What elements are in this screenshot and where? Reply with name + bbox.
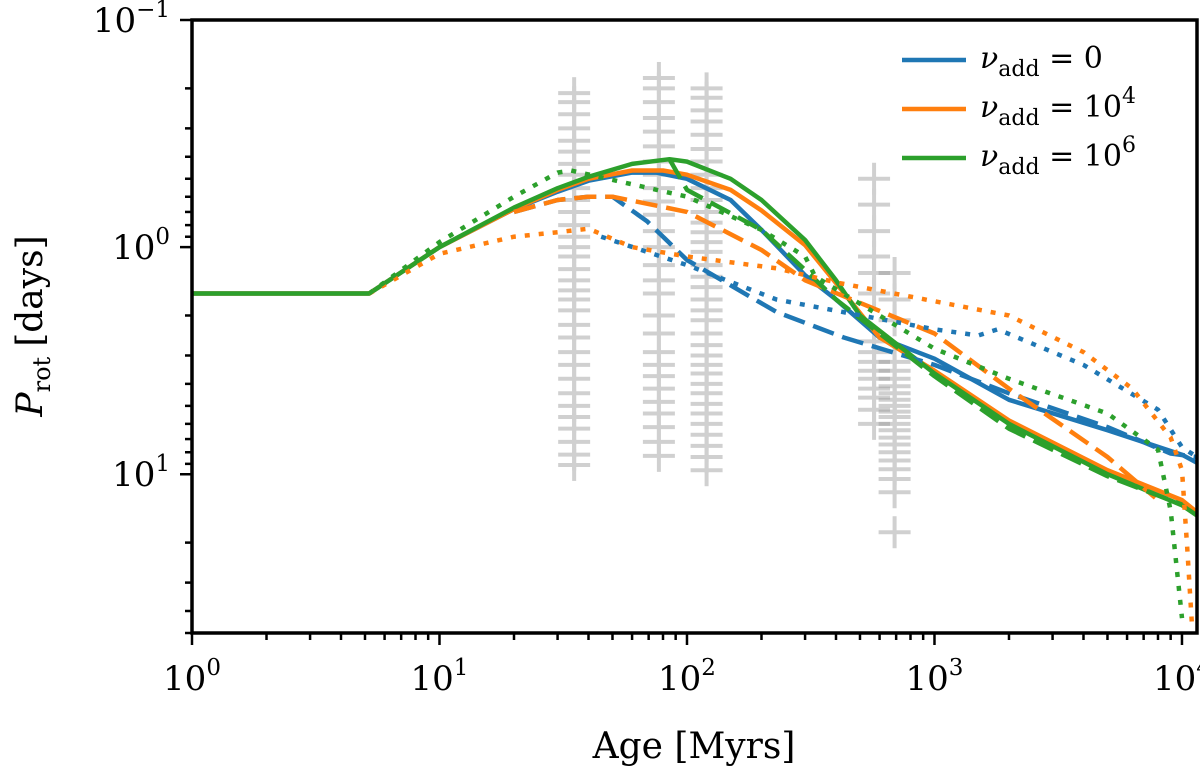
legend-entry: νadd = 0 [902,41,1103,82]
y-tick-label: 10−1 [93,0,170,41]
legend-entry: νadd = 104 [902,84,1136,131]
series-lines [192,156,1197,630]
observation-cluster [858,162,891,440]
observations [558,61,911,549]
series-line-dashed [513,194,1157,500]
y-tick-label: 101 [112,451,170,495]
tick-labels: 100 101 102 103 104 10−1 100 101 [93,0,1200,699]
y-tick-label: 100 [112,224,170,268]
series-line-solid [192,170,1197,465]
observation-cluster [878,257,911,549]
series-line-solid [192,156,1197,518]
legend-label: νadd = 104 [980,84,1136,131]
series-line-dashed [667,158,1183,507]
y-axis-label: Prot[days] [10,235,56,417]
x-tick-label: 102 [658,655,716,699]
observation-cluster [558,77,591,481]
series-line-dotted [368,226,1195,630]
observation-cluster [642,61,675,472]
x-tick-label: 104 [1153,655,1200,699]
x-tick-label: 100 [163,655,221,699]
legend-label: νadd = 106 [980,133,1136,180]
x-axis-label: Age [Myrs] [592,726,796,767]
legend-label: νadd = 0 [980,41,1103,82]
series-line-dashed [513,194,1197,460]
observation-cluster [690,72,723,487]
plot-frame [190,18,1199,635]
x-tick-label: 101 [411,655,469,699]
x-tick-label: 103 [906,655,964,699]
series-line-dotted [367,168,1185,619]
legend-entry: νadd = 106 [902,133,1136,180]
axis-ticks [180,18,1184,645]
